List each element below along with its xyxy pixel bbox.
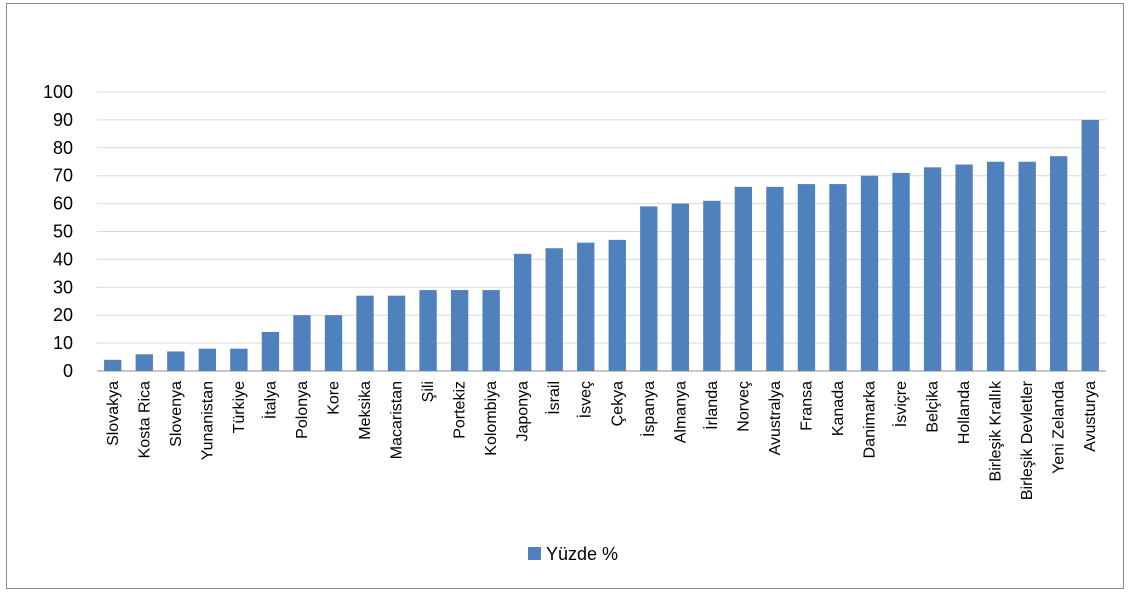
bar [923,167,942,371]
bar [387,295,406,371]
x-tick-label: Norveç [735,381,752,432]
bar [955,164,973,371]
x-tick-label: Kore [325,381,342,415]
bar [986,161,1005,371]
x-tick-label: Belçika [925,381,942,433]
x-tick-label: Çekya [609,381,626,426]
x-axis-labels: Slovakya Kosta Rica Slovenya Yunanistan Türk… [105,380,1099,500]
bar [860,175,879,371]
gridlines [97,91,1106,372]
x-tick-label: Yeni Zelanda [1051,381,1068,474]
x-tick-label: Birleşik Devletler [1019,380,1036,500]
bar [892,172,910,371]
bar [1018,161,1036,371]
bar [198,348,217,371]
x-tick-label: Kanada [830,381,847,436]
y-tick-label: 100 [43,82,73,102]
y-tick-label: 20 [53,305,73,325]
x-tick-label: Slovakya [105,381,122,446]
y-tick-label: 60 [53,194,73,214]
legend-swatch [528,547,541,560]
bar [419,290,437,371]
bar [703,200,721,371]
bar [545,248,563,371]
x-tick-label: Şili [420,381,437,402]
bar [261,331,280,371]
x-tick-label: Avustralya [767,381,784,456]
bar [356,295,374,371]
y-tick-label: 10 [53,333,73,353]
x-tick-label: İsviçre [891,381,910,427]
x-tick-label: Danimarka [862,381,879,458]
bar [797,184,816,371]
x-tick-label: Slovenya [168,381,185,447]
y-tick-label: 50 [53,222,73,242]
bar-series [104,119,1099,372]
bar [1050,156,1068,371]
x-tick-label: Kolombiya [483,381,500,456]
bar [450,290,469,371]
bar [230,348,248,371]
y-tick-label: 80 [53,138,73,158]
x-tick-label: Portekiz [452,381,469,439]
bar [577,242,595,371]
bar [766,186,784,371]
legend: Yüzde % [528,544,618,564]
bar [514,253,532,371]
bar [1081,119,1099,372]
bar [135,354,153,371]
bar [293,315,311,371]
x-tick-label: Avusturya [1082,381,1099,452]
x-tick-label: İspanya [639,381,658,437]
x-tick-label: Polonya [294,381,311,439]
bar [167,351,185,371]
y-tick-label: 70 [53,166,73,186]
y-tick-label: 30 [53,277,73,297]
x-tick-label: Türkiye [231,381,248,434]
x-tick-label: Yunanistan [199,381,216,460]
x-tick-label: Kosta Rica [136,381,153,458]
bar [734,186,753,371]
y-tick-label: 90 [53,110,73,130]
x-tick-label: Almanya [672,381,689,443]
y-axis-ticks: 0 10 20 30 40 50 60 70 80 90 100 [43,82,73,381]
x-tick-label: Birleşik Krallık [988,380,1005,481]
x-tick-label: İsrail [544,381,563,415]
x-tick-label: Fransa [798,381,815,431]
bar [640,206,658,371]
x-tick-label: İsveç [576,381,595,418]
y-tick-label: 0 [63,361,73,381]
legend-label: Yüzde % [546,544,618,564]
x-tick-label: Hollanda [956,381,973,444]
bar [608,239,626,371]
x-tick-label: Japonya [515,381,532,442]
x-tick-label: İtalya [260,381,279,419]
x-tick-label: İrlanda [702,381,721,430]
bar [829,184,847,371]
bar [324,315,343,371]
x-tick-label: Meksika [357,381,374,440]
x-tick-label: Macaristan [389,381,406,459]
y-tick-label: 40 [53,249,73,269]
bar [482,290,500,371]
bar [671,203,689,371]
bar [104,359,122,371]
